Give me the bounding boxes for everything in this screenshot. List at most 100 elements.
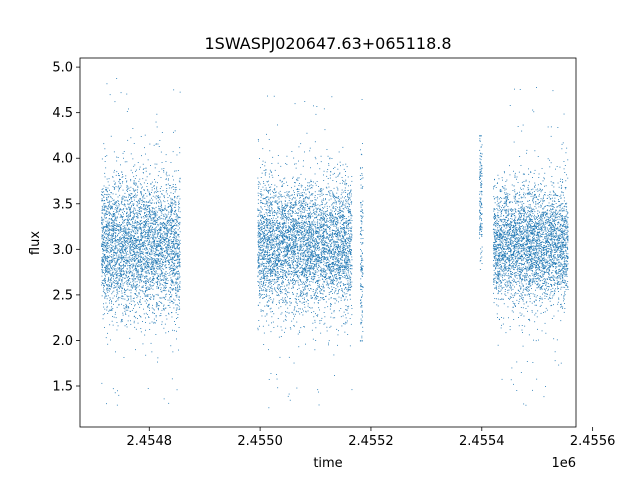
data-point [175,228,177,229]
data-point [159,208,161,209]
data-point [175,274,176,276]
data-point [179,198,181,200]
data-point [315,281,316,283]
data-point [170,296,171,297]
data-point [173,214,175,215]
data-point [111,240,113,242]
data-point [111,260,113,262]
data-point [111,268,112,270]
data-point [311,254,313,256]
data-point [150,214,152,216]
data-point [281,232,283,234]
data-point [167,221,169,223]
data-point [115,174,117,176]
data-point [169,291,171,293]
data-point [133,322,135,324]
data-point [140,191,142,193]
data-point [179,254,181,255]
data-point [300,246,301,248]
data-point [127,224,128,226]
data-point [135,278,137,279]
data-point [271,293,273,295]
data-point [123,209,124,211]
data-point [122,248,124,250]
data-point [130,320,131,322]
data-point [173,89,175,91]
data-point [132,217,133,219]
data-point [336,238,338,240]
data-point [171,206,172,208]
data-point [147,305,149,307]
data-point [137,240,139,242]
data-point [351,281,353,283]
data-point [124,277,125,279]
data-point [139,210,140,212]
data-point [148,205,150,207]
data-point [162,237,164,239]
data-point [101,158,103,160]
data-point [279,208,280,209]
data-point [129,252,131,254]
data-point [102,272,104,274]
data-point [179,207,181,209]
data-point [120,286,121,288]
data-point [126,237,128,238]
data-point [112,230,114,231]
data-point [151,271,153,273]
data-point [107,193,109,195]
data-point [154,196,156,198]
data-point [106,249,107,251]
data-point [102,200,104,202]
data-point [260,269,262,271]
data-point [266,223,268,225]
data-point [154,236,156,238]
data-point [105,210,107,211]
data-point [162,238,164,240]
data-point [112,316,113,317]
data-point [159,258,161,260]
data-point [160,283,162,285]
data-point [137,248,138,250]
data-point [313,204,315,206]
data-point [124,205,126,207]
data-point [159,262,161,264]
data-point [171,285,173,286]
data-point [145,271,147,273]
data-point [134,240,135,242]
data-point [288,251,290,252]
data-point [350,222,352,224]
data-point [102,283,103,284]
data-point [103,285,105,286]
data-point [113,238,114,239]
data-point [156,267,158,269]
data-point [126,228,128,230]
data-point [163,241,165,243]
data-point [327,262,328,264]
data-point [142,256,144,258]
data-point [170,249,172,250]
data-point [157,246,158,248]
data-point [128,306,129,308]
data-point [130,153,132,155]
data-point [170,206,172,207]
data-point [105,212,106,214]
data-point [133,273,135,275]
data-point [304,306,306,308]
data-point [132,281,134,283]
data-point [137,224,139,226]
data-point [153,242,155,244]
data-point [102,242,104,243]
data-point [322,217,324,219]
data-point [148,288,150,290]
data-point [101,258,103,260]
data-point [166,178,167,180]
data-point [160,233,162,235]
data-point [165,247,167,249]
data-point [160,200,161,202]
data-point [304,274,305,276]
data-point [122,189,124,191]
data-point [178,290,180,292]
data-point [296,311,298,313]
data-point [172,175,174,177]
